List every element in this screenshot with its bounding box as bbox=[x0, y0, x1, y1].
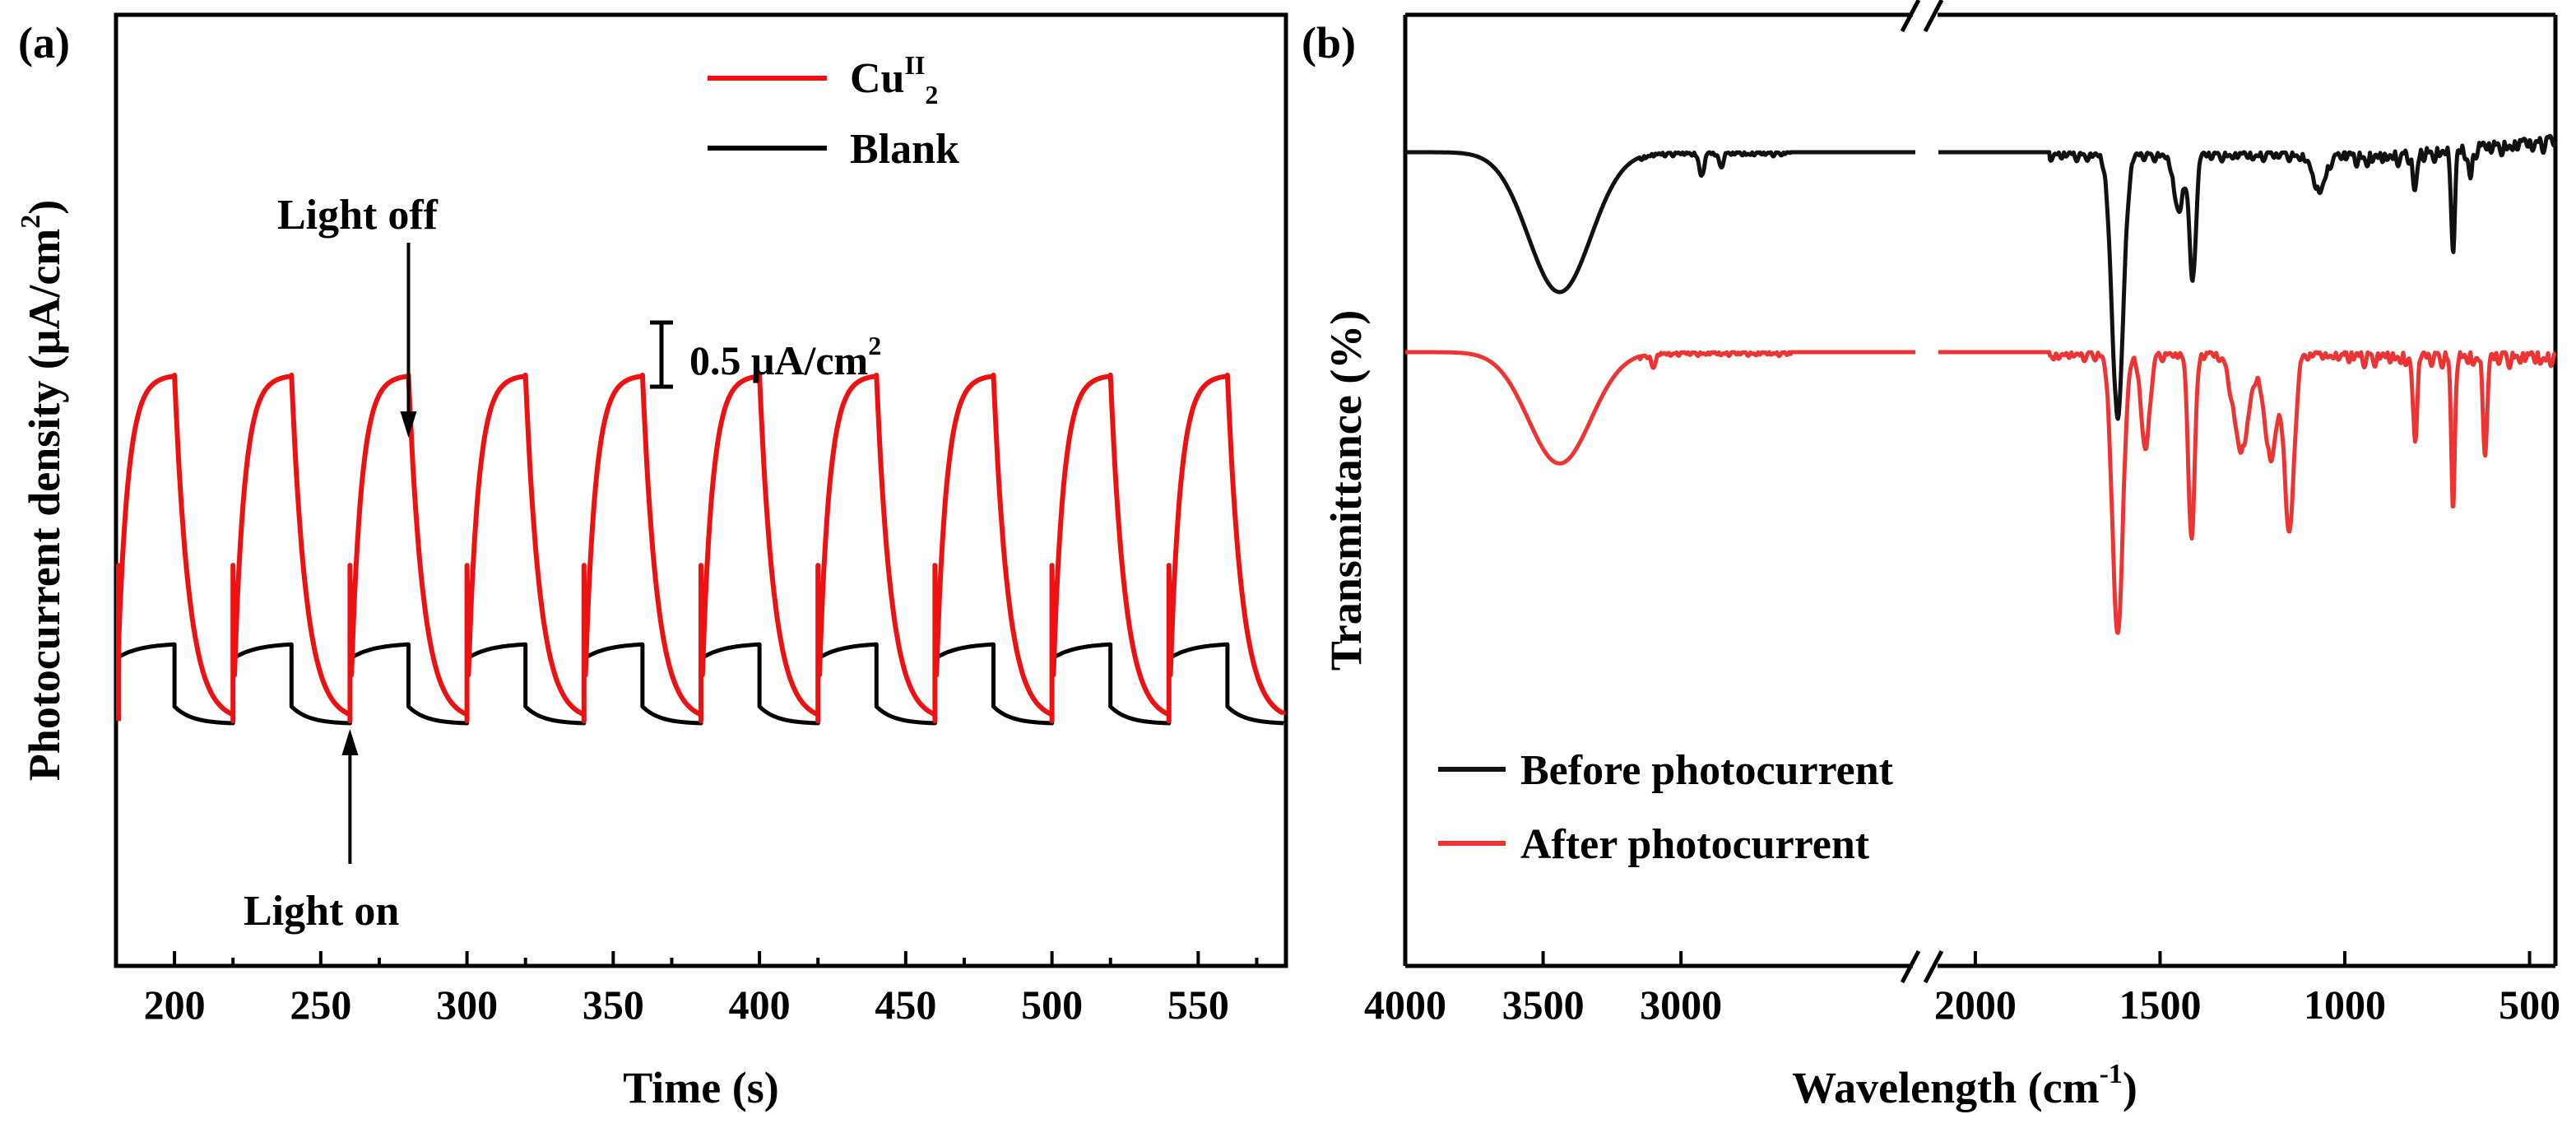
panel-b-x-ticks: 4000 3500 3000 2000 1500 1000 500 bbox=[1364, 951, 2560, 1028]
x-tick-label: 200 bbox=[144, 982, 206, 1028]
annotation-light-on: Light on bbox=[244, 729, 399, 935]
x-tick-label: 350 bbox=[583, 982, 644, 1028]
legend-label-after: After photocurrent bbox=[1520, 821, 1870, 868]
x-tick-label: 450 bbox=[875, 982, 936, 1028]
panel-a-frame bbox=[114, 12, 1288, 968]
x-tick-label: 2000 bbox=[1934, 982, 2017, 1028]
axis-break-mark-bottom-1 bbox=[1900, 949, 1921, 984]
panel-a-x-axis-title: Time (s) bbox=[623, 1063, 778, 1112]
panel-b-legend: Before photocurrent After photocurrent bbox=[1438, 747, 1894, 868]
panel-b-label: (b) bbox=[1302, 18, 1356, 67]
x-tick-label: 4000 bbox=[1364, 982, 1446, 1028]
x-tick-label: 500 bbox=[2499, 982, 2560, 1028]
x-tick-label: 1000 bbox=[2304, 982, 2386, 1028]
series-before-segment-1 bbox=[1404, 150, 1917, 295]
series-line-cuii2 bbox=[116, 372, 1286, 724]
panel-a-label: (a) bbox=[18, 18, 70, 67]
series-before-segment-2 bbox=[1937, 133, 2558, 421]
scale-bar-label: 0.5 μA/cm2 bbox=[689, 331, 881, 383]
x-tick-label: 3000 bbox=[1640, 982, 1722, 1028]
x-tick-label: 400 bbox=[729, 982, 791, 1028]
panel-a-y-axis-title: Photocurrent density (μA/cm2) bbox=[16, 200, 69, 782]
light-off-arrow-head bbox=[400, 411, 417, 438]
light-off-label: Light off bbox=[277, 192, 439, 239]
axis-break-mark-top-1 bbox=[1900, 0, 1921, 33]
panel-b-x-axis-title: Wavelength (cm-1) bbox=[1792, 1059, 2137, 1112]
panel-b: (b) 4000 3500 3000 2000 1500 1000 500 Before p… bbox=[1302, 0, 2560, 1112]
axis-break-mark-top-2 bbox=[1923, 0, 1944, 33]
x-tick-label: 300 bbox=[436, 982, 498, 1028]
series-after-segment-2 bbox=[1937, 350, 2557, 635]
series-after-segment-1 bbox=[1404, 350, 1917, 466]
legend-label-blank: Blank bbox=[850, 126, 959, 173]
panel-a-series bbox=[116, 372, 1286, 726]
panel-b-frame bbox=[1403, 0, 2558, 984]
x-tick-label: 250 bbox=[290, 982, 351, 1028]
light-on-arrow-head bbox=[341, 729, 359, 755]
light-on-label: Light on bbox=[244, 888, 399, 935]
legend-label-cuii2: CuII2 bbox=[850, 50, 938, 109]
x-tick-label: 1500 bbox=[2119, 982, 2201, 1028]
panel-a-legend: CuII2 Blank bbox=[708, 50, 959, 173]
axis-break-mark-bottom-2 bbox=[1923, 949, 1944, 984]
scale-bar: 0.5 μA/cm2 bbox=[650, 320, 881, 389]
annotation-light-off: Light off bbox=[277, 192, 439, 438]
panel-b-y-axis-title: Transmittance (%) bbox=[1321, 310, 1371, 671]
panel-a-x-ticks: 200 250 300 350 400 450 500 550 bbox=[144, 951, 1259, 1028]
x-tick-label: 550 bbox=[1167, 982, 1229, 1028]
legend-label-before: Before photocurrent bbox=[1520, 747, 1894, 794]
x-tick-label: 500 bbox=[1021, 982, 1083, 1028]
x-tick-label: 3500 bbox=[1502, 982, 1585, 1028]
panel-b-series bbox=[1404, 133, 2558, 635]
panel-a: (a) 200 250 300 350 400 450 500 550 CuII2 Blank… bbox=[16, 12, 1288, 1112]
